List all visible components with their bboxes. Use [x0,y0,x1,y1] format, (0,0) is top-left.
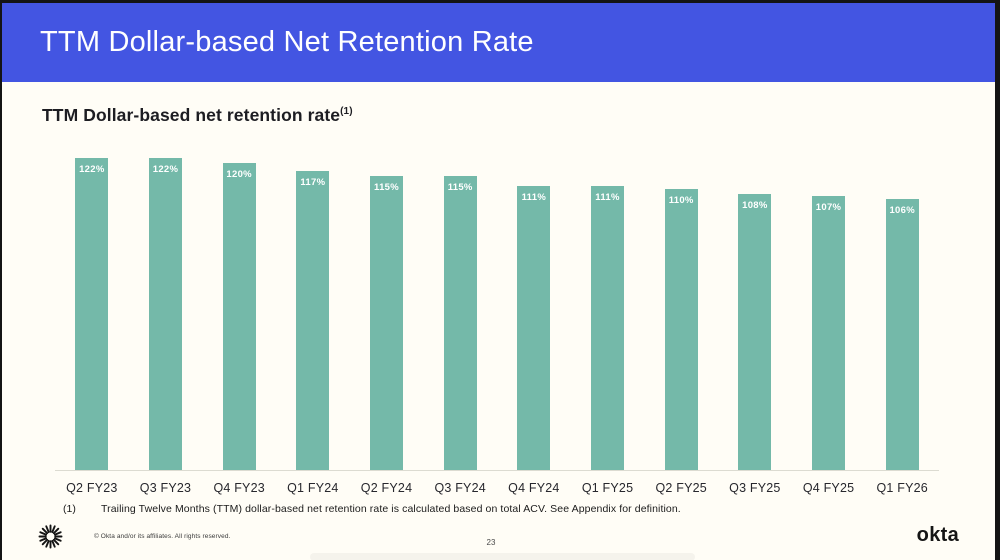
bar-column: 115% [350,176,424,471]
bar-value-label: 107% [815,202,842,213]
footnote-marker: (1) [63,503,76,515]
bar: 107% [812,196,846,471]
copyright-text: © Okta and/or its affiliates. All rights… [94,533,231,540]
x-axis-tick-label: Q2 FY25 [655,481,707,495]
footnote-text: Trailing Twelve Months (TTM) dollar-base… [101,503,681,515]
bar-value-label: 117% [300,177,326,188]
bar: 106% [885,199,919,471]
bar-value-label: 115% [374,182,399,193]
bar-column: 111% [571,186,645,471]
x-axis-tick-label: Q4 FY24 [508,481,560,495]
bar-column: 106% [865,199,939,471]
bar-column: 108% [718,194,792,471]
bar-value-label: 122% [79,164,105,175]
bar: 117% [296,171,330,471]
okta-logo: okta [916,524,959,546]
bar: 115% [370,176,404,471]
bar: 111% [591,186,625,471]
x-axis-tick-label: Q1 FY24 [287,481,339,495]
bar-value-label: 106% [889,205,915,216]
bar-value-label: 110% [668,195,694,206]
bar-column: 107% [792,196,866,471]
bar-column: 115% [423,176,497,471]
x-axis-tick-label: Q4 FY23 [213,481,265,495]
bar-value-label: 111% [521,192,547,203]
slide-header: TTM Dollar-based Net Retention Rate [2,3,995,82]
bar-column: 122% [129,158,203,471]
bar-column: 120% [202,163,276,471]
x-axis-tick-label: Q4 FY25 [802,481,855,495]
bar-value-label: 120% [226,169,252,180]
chart-title: TTM Dollar-based net retention rate(1) [42,105,353,126]
page-number: 23 [486,538,496,547]
x-axis-tick-label: Q1 FY25 [581,481,634,495]
x-axis-tick-label: Q1 FY26 [876,481,928,495]
bar: 110% [664,189,698,471]
bar-column: 110% [644,189,718,471]
bar: 111% [517,186,551,471]
x-axis-tick-label: Q2 FY23 [66,481,118,495]
footnote: (1) Trailing Twelve Months (TTM) dollar-… [63,503,943,515]
chart-bars: 122% 122% 120% 117% 115% 115% 111% 111% 110% 108%… [55,143,939,471]
bar-column: 111% [497,186,571,471]
x-axis-tick-label: Q3 FY24 [434,481,486,495]
bar-value-label: 115% [447,182,473,193]
bar-column: 122% [55,158,129,471]
bar: 122% [75,158,109,471]
bar: 108% [738,194,772,471]
x-axis-tick-label: Q3 FY25 [729,481,781,495]
x-axis-tick-label: Q2 FY24 [360,481,413,495]
video-scrubber-ghost [310,553,695,560]
bar-value-label: 111% [595,192,620,203]
chart-title-footnote-ref: (1) [340,106,353,118]
bar: 122% [149,158,182,471]
slide-title: TTM Dollar-based Net Retention Rate [40,26,534,58]
chart-title-text: TTM Dollar-based net retention rate [42,105,341,125]
slide: TTM Dollar-based Net Retention Rate TTM … [2,3,995,560]
bar-value-label: 108% [742,200,768,211]
x-axis-line [55,470,939,471]
bar-value-label: 122% [152,164,179,175]
x-axis-tick-label: Q3 FY23 [139,481,192,495]
sunburst-icon [37,523,64,550]
bar-chart: 122% 122% 120% 117% 115% 115% 111% 111% 110% 108%… [55,143,939,495]
bar: 120% [222,163,256,471]
bar-column: 117% [276,171,350,471]
x-axis-labels: Q2 FY23 Q3 FY23 Q4 FY23 Q1 FY24 Q2 FY24 Q3 FY… [55,481,939,495]
bar: 115% [443,176,477,471]
